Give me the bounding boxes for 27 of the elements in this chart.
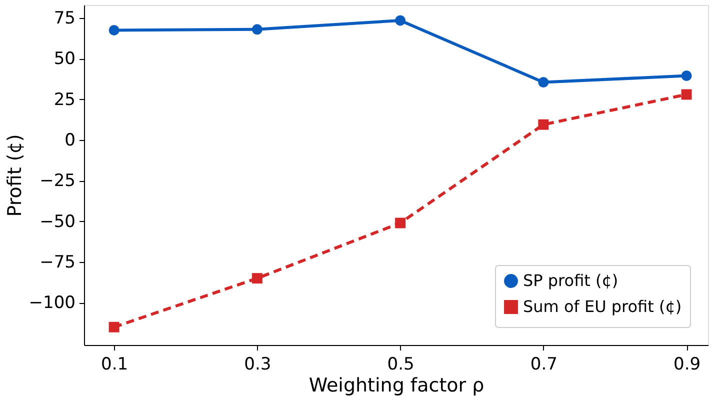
legend-label: Sum of EU profit (¢)	[523, 297, 682, 316]
x-tick-label: 0.1	[101, 354, 128, 374]
x-tick-label: 0.9	[674, 354, 701, 374]
y-tick-label: 75	[54, 8, 76, 29]
point	[681, 89, 692, 100]
point	[538, 77, 549, 88]
point	[108, 322, 120, 332]
point	[395, 15, 406, 26]
y-tick-label: −75	[40, 252, 76, 273]
point	[252, 24, 262, 35]
point	[252, 273, 262, 284]
y-tick-label: 50	[54, 49, 76, 70]
point	[538, 119, 549, 130]
y-tick-label: −50	[40, 212, 76, 232]
x-tick-label: 0.5	[387, 354, 414, 374]
y-tick-label: 0	[64, 130, 76, 151]
y-axis-title: Profit (¢)	[4, 134, 26, 217]
x-tick-label: 0.7	[530, 354, 558, 374]
legend-label: SP profit (¢)	[523, 271, 618, 290]
x-tick-label: 0.3	[244, 354, 272, 374]
point	[395, 218, 406, 228]
y-tick-label: −100	[28, 293, 76, 314]
x-axis-title: Weighting factor ρ	[308, 374, 484, 396]
y-tick-label: −25	[40, 171, 76, 192]
point	[681, 70, 692, 81]
point	[108, 24, 120, 36]
y-tick-label: 25	[54, 90, 76, 110]
